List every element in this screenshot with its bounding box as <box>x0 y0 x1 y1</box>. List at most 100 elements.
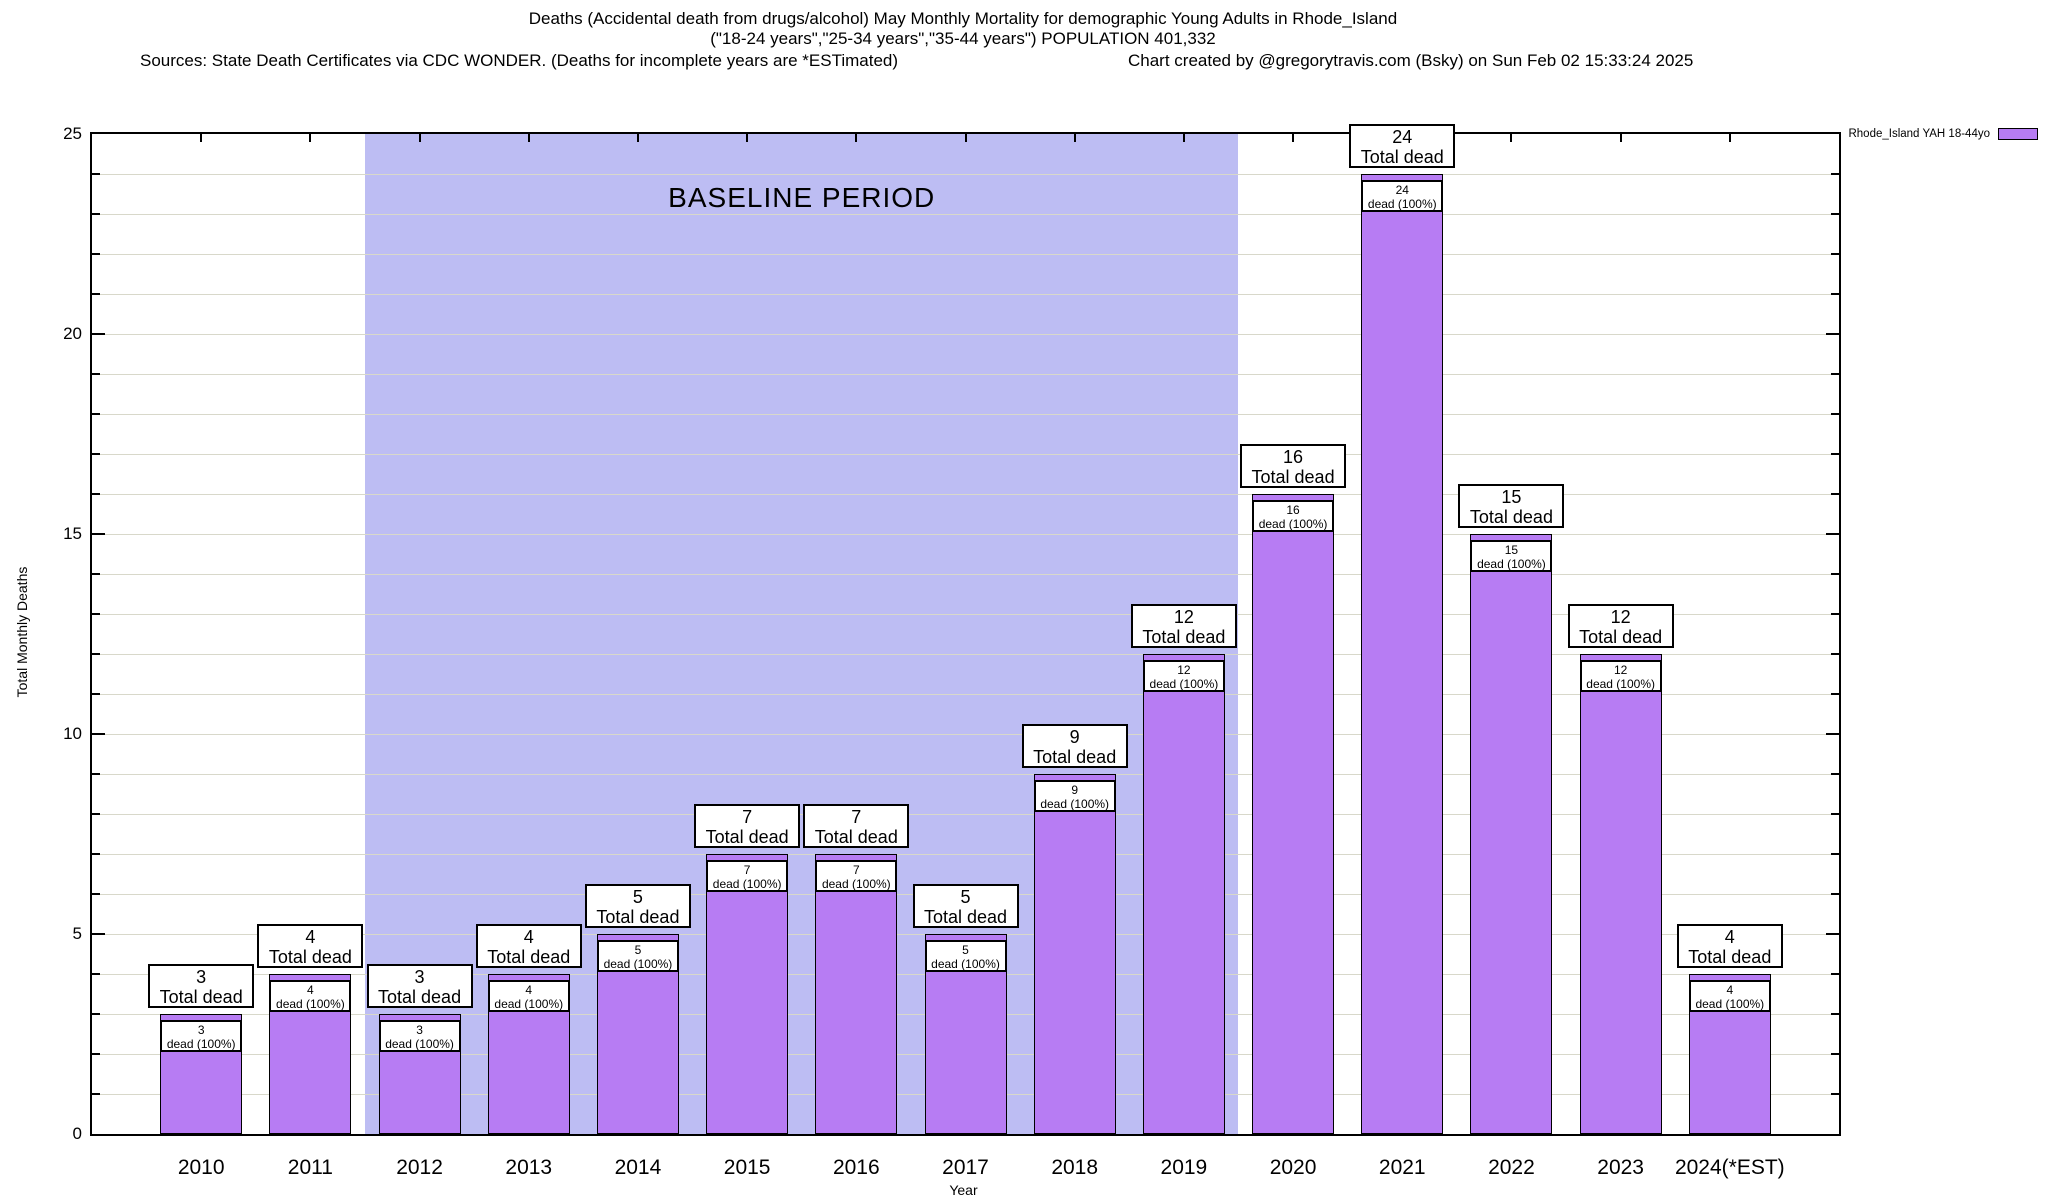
y-tick <box>1826 733 1839 735</box>
bar-inner-label-2015: 7 dead (100%) <box>706 860 789 892</box>
grid-line <box>92 693 1839 695</box>
grid-line <box>92 213 1839 215</box>
top-label-value: 9 <box>1069 727 1080 747</box>
bar-inner-label-2012: 3 dead (100%) <box>378 1020 461 1052</box>
y-tick <box>92 933 105 935</box>
inner-label-value: 3 <box>197 1023 205 1037</box>
bar-top-label-2015: 7 Total dead <box>694 804 801 848</box>
y-tick <box>1831 253 1839 255</box>
top-label-value: 5 <box>960 887 971 907</box>
top-label-value: 16 <box>1283 447 1304 467</box>
top-label-value: 12 <box>1610 607 1631 627</box>
bar-2015 <box>706 854 789 1134</box>
y-tick <box>92 733 105 735</box>
x-category-label-2021: 2021 <box>1378 1156 1426 1179</box>
inner-label-value: 4 <box>1726 983 1734 997</box>
bar-inner-label-2024(*EST): 4 dead (100%) <box>1688 980 1771 1012</box>
inner-label-text: dead (100%) <box>494 997 564 1011</box>
top-label-text: Total dead <box>487 947 571 967</box>
inner-label-value: 12 <box>1177 663 1191 677</box>
inner-label-value: 7 <box>743 863 751 877</box>
y-tick <box>92 813 100 815</box>
grid-line <box>92 173 1839 175</box>
bar-top-label-2020: 16 Total dead <box>1240 444 1347 488</box>
y-tick <box>1831 893 1839 895</box>
y-tick <box>92 893 100 895</box>
y-tick <box>1831 1013 1839 1015</box>
y-tick <box>92 573 100 575</box>
bar-top-label-2017: 5 Total dead <box>912 884 1019 928</box>
grid-line <box>92 613 1839 615</box>
chart-subtitle: ("18-24 years","25-34 years","35-44 year… <box>710 29 1216 48</box>
bar-2018 <box>1033 774 1116 1134</box>
top-label-text: Total dead <box>596 907 680 927</box>
top-label-text: Total dead <box>814 827 898 847</box>
grid-line <box>92 533 1839 535</box>
grid-line <box>92 413 1839 415</box>
top-label-value: 7 <box>851 807 862 827</box>
grid-line <box>92 653 1839 655</box>
plot-area: BASELINE PERIOD 0 5 10 15 20 25 3 dead (100%) 3 T… <box>63 124 1841 1179</box>
sources-note: Sources: State Death Certificates via CD… <box>140 51 899 70</box>
x-category-label-2022: 2022 <box>1488 1156 1535 1179</box>
y-tick <box>92 293 100 295</box>
top-label-text: Total dead <box>1579 627 1663 647</box>
y-tick <box>92 213 100 215</box>
top-label-value: 5 <box>632 887 643 907</box>
x-tick <box>527 134 530 142</box>
x-category-label-2024(*EST): 2024(*EST) <box>1674 1156 1785 1179</box>
y-tick <box>92 853 100 855</box>
top-label-text: Total dead <box>1360 147 1444 167</box>
inner-label-text: dead (100%) <box>1367 197 1437 211</box>
y-tick <box>1831 773 1839 775</box>
inner-label-value: 12 <box>1613 663 1628 677</box>
y-tick <box>1831 1053 1839 1055</box>
y-tick <box>1831 573 1839 575</box>
x-category-label-2012: 2012 <box>396 1156 443 1179</box>
x-category-label-2023: 2023 <box>1597 1156 1644 1179</box>
top-label-text: Total dead <box>1033 747 1117 767</box>
y-axis-title: Total Monthly Deaths <box>14 566 30 698</box>
bar-inner-label-2017: 5 dead (100%) <box>924 940 1007 972</box>
y-tick <box>1831 813 1839 815</box>
bar-2019 <box>1142 654 1225 1134</box>
y-tick <box>92 973 100 975</box>
y-tick <box>1831 493 1839 495</box>
inner-label-value: 4 <box>307 983 314 997</box>
inner-label-value: 15 <box>1504 543 1519 557</box>
bar-top-label-2022: 15 Total dead <box>1458 484 1565 528</box>
inner-label-value: 3 <box>416 1023 423 1037</box>
x-tick <box>1182 134 1185 142</box>
y-tick <box>1826 933 1839 935</box>
bar-2016 <box>815 854 898 1134</box>
inner-label-value: 4 <box>525 983 533 997</box>
y-tick-label: 10 <box>63 724 82 743</box>
bar-2023 <box>1579 654 1662 1134</box>
inner-label-text: dead (100%) <box>385 1037 454 1051</box>
x-category-label-2011: 2011 <box>287 1156 333 1179</box>
grid-line <box>92 493 1839 495</box>
x-tick <box>964 134 967 142</box>
grid-line <box>92 453 1839 455</box>
x-tick <box>200 134 203 142</box>
grid-line <box>92 813 1839 815</box>
inner-label-text: dead (100%) <box>1258 517 1328 531</box>
bar-top-label-2021: 24 Total dead <box>1349 124 1456 168</box>
grid-line <box>92 373 1839 375</box>
grid-line <box>92 293 1839 295</box>
y-tick <box>92 1013 100 1015</box>
x-category-label-2017: 2017 <box>942 1156 989 1179</box>
bar-inner-label-2011: 4 dead (100%) <box>269 980 352 1012</box>
y-tick <box>1826 533 1839 535</box>
y-tick <box>1831 213 1839 215</box>
x-tick <box>1510 134 1513 142</box>
y-tick <box>1831 613 1839 615</box>
inner-label-text: dead (100%) <box>1695 997 1765 1011</box>
y-tick <box>92 533 105 535</box>
bar-top-label-2018: 9 Total dead <box>1021 724 1128 768</box>
y-tick <box>1826 333 1839 335</box>
bar-inner-label-2010: 3 dead (100%) <box>160 1020 243 1052</box>
x-tick <box>1073 134 1076 142</box>
inner-label-text: dead (100%) <box>1477 557 1546 571</box>
inner-label-text: dead (100%) <box>1149 677 1219 691</box>
